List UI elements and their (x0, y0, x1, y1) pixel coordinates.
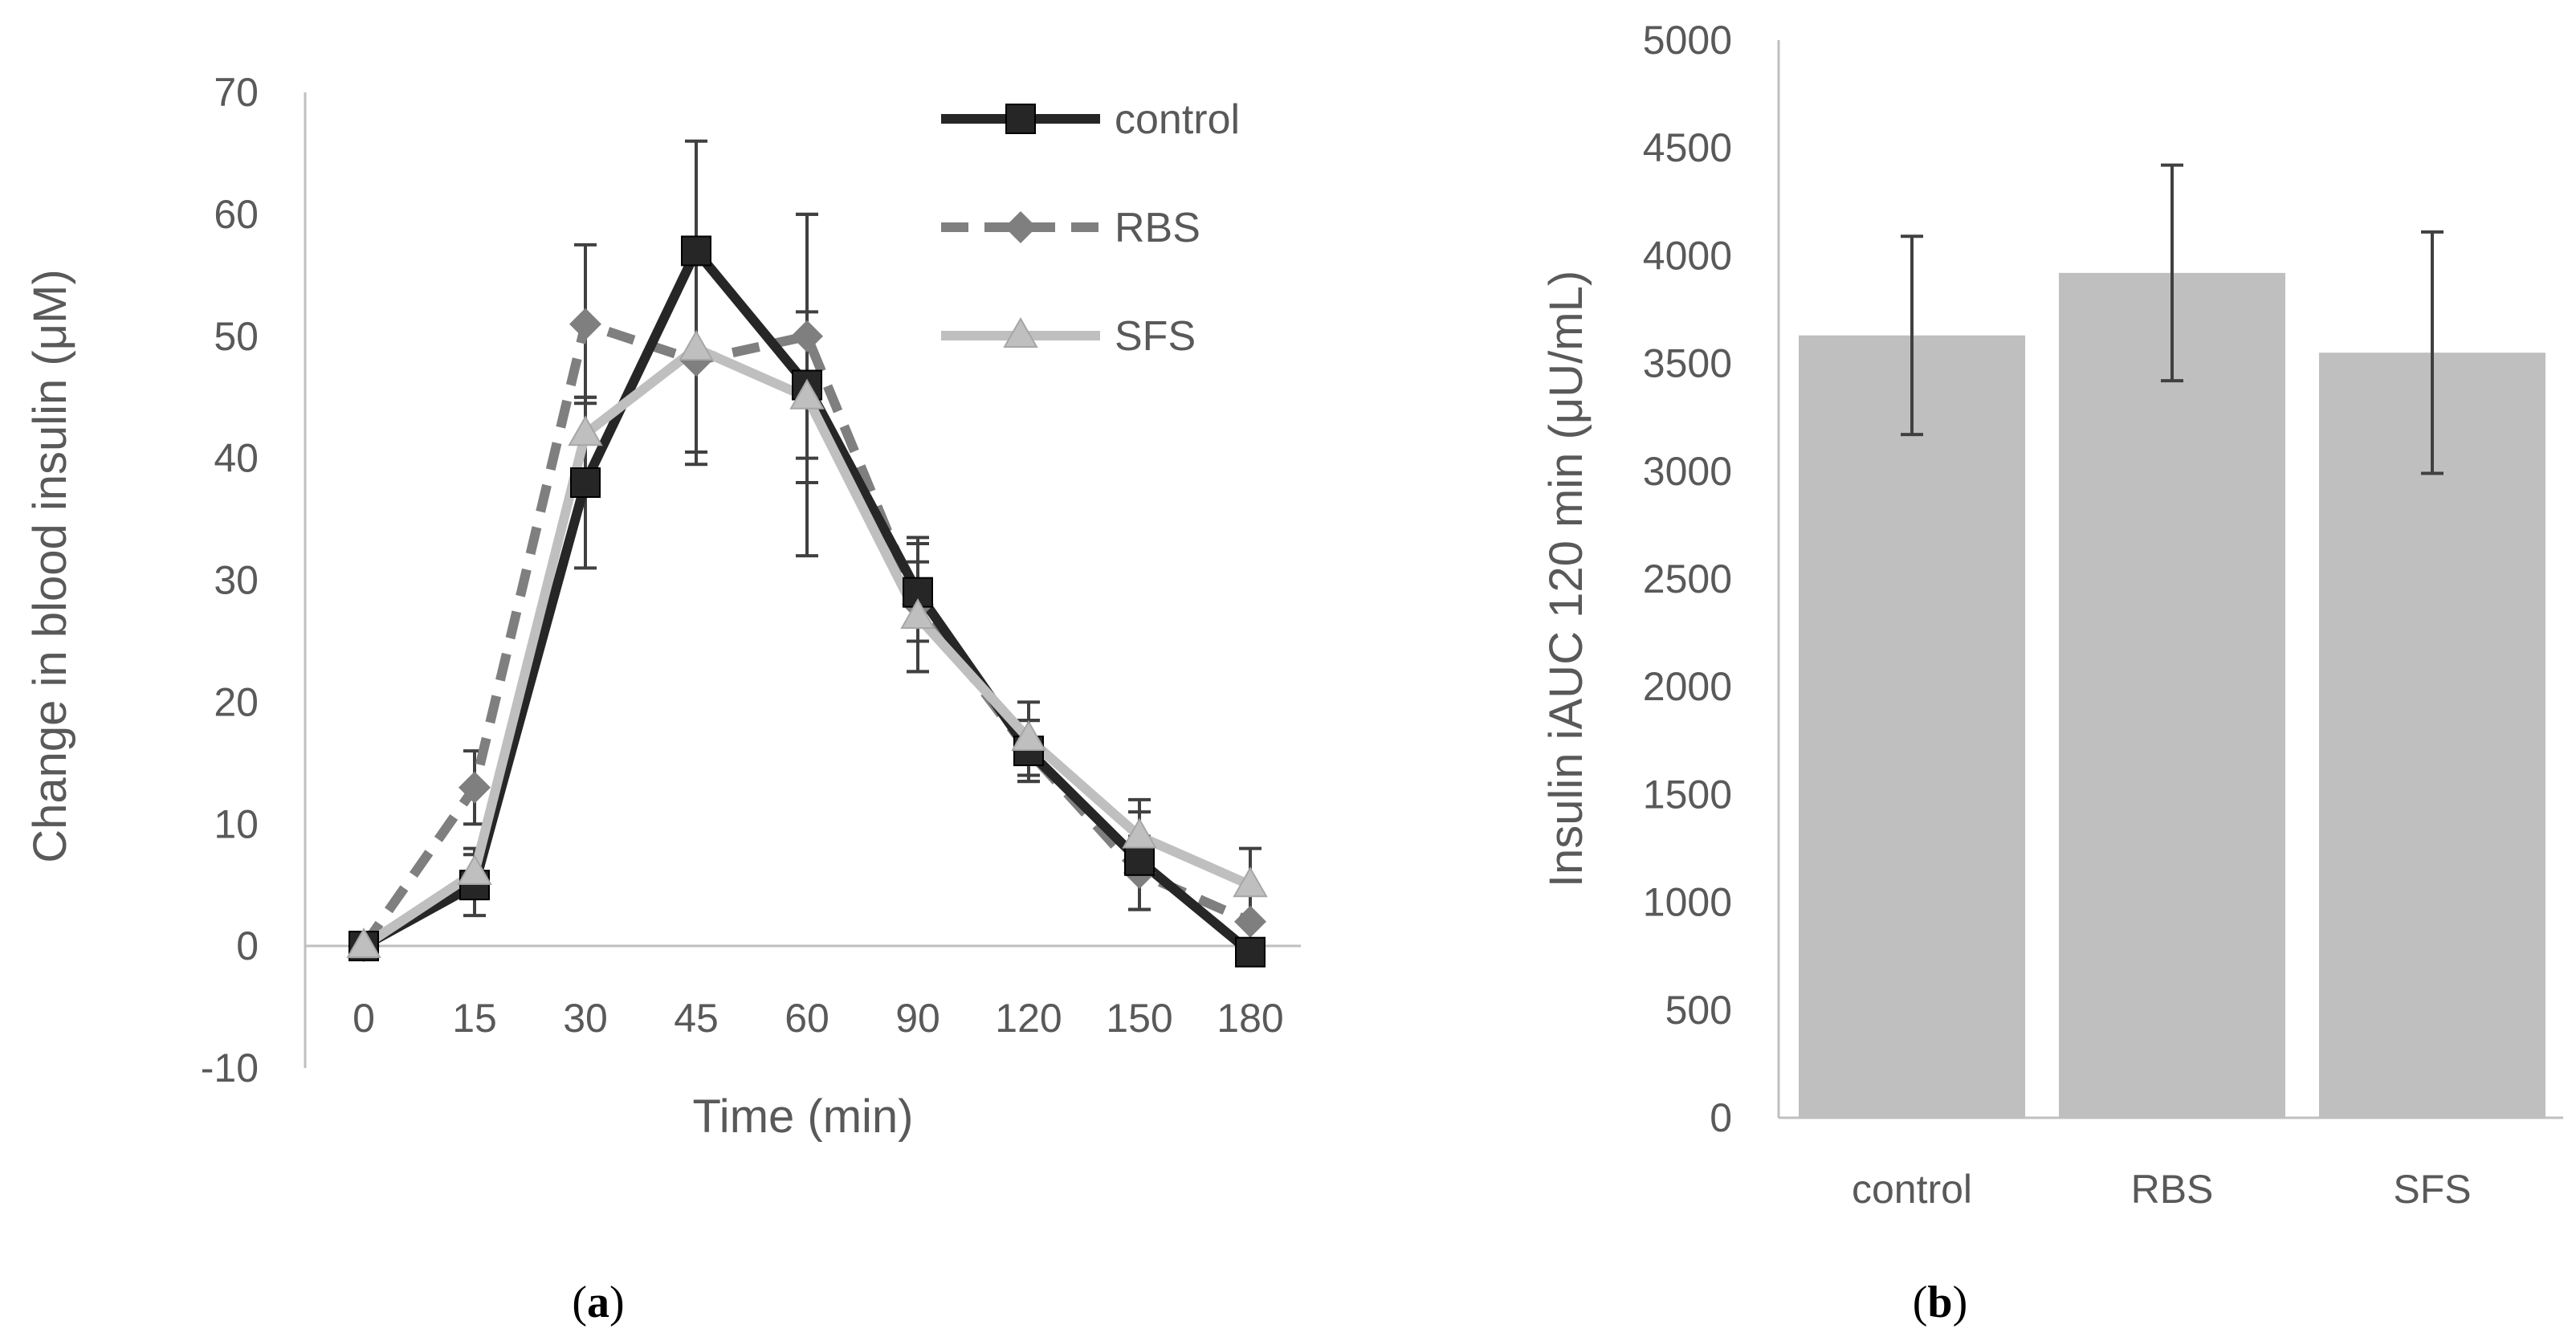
panel-label-b: (b) (1913, 1278, 1967, 1327)
series-line-RBS (360, 319, 1253, 949)
bar-control (1799, 335, 2025, 1118)
y-tick-label: 1000 (1643, 880, 1732, 925)
y-tick-label: 60 (214, 192, 259, 237)
y-axis-title: Change in blood insulin (μM) (24, 269, 76, 862)
y-tick-label: 3000 (1643, 449, 1732, 494)
data-point-RBS (459, 771, 491, 804)
data-point-control (1124, 845, 1155, 876)
data-point-SFS (679, 329, 714, 361)
data-point-SFS (1122, 817, 1157, 849)
panel-label-close: ) (609, 1278, 625, 1327)
bar-RBS (2059, 272, 2285, 1118)
legend-label: SFS (1115, 313, 1196, 360)
bar-SFS (2319, 353, 2545, 1118)
legend-item-RBS: RBS (941, 205, 1200, 251)
data-point-SFS (457, 854, 492, 885)
x-tick-label: RBS (2131, 1167, 2214, 1212)
y-tick-label: 4000 (1643, 233, 1732, 278)
y-axis-title: Insulin iAUC 120 min (μU/mL) (1540, 271, 1592, 887)
error-bar-SFS (2421, 230, 2444, 475)
x-tick-label: 30 (563, 996, 608, 1041)
y-tick-label: 70 (214, 70, 259, 115)
x-tick-label: 0 (353, 996, 375, 1041)
panel-label-open: ( (1913, 1278, 1928, 1327)
y-tick-label: 0 (236, 923, 259, 968)
legend-label: control (1115, 96, 1240, 143)
y-tick-label: 30 (214, 558, 259, 603)
y-tick-label: 2000 (1643, 664, 1732, 709)
y-tick-label: 0 (1710, 1095, 1732, 1140)
bars (1799, 272, 2545, 1118)
panel-label-a: (a) (572, 1278, 624, 1327)
panel-label-close: ) (1953, 1278, 1968, 1327)
x-axis-title: Time (min) (693, 1090, 914, 1143)
error-bar-RBS (2161, 163, 2183, 383)
legend-marker (1005, 211, 1037, 243)
data-point-SFS (1011, 719, 1046, 751)
y-tick-labels: -10 0 10 20 30 40 50 60 70 (201, 70, 259, 1090)
y-tick-label: -10 (201, 1045, 259, 1090)
data-point-SFS (789, 378, 825, 410)
panel-label-open: ( (572, 1278, 587, 1327)
x-tick-label: 15 (452, 996, 497, 1041)
bar-chart-panel: 0 500 1000 1500 2000 2500 3000 3500 4000 4500 5000… (1540, 18, 2563, 1327)
y-tick-label: 500 (1665, 988, 1732, 1033)
data-point-RBS (791, 320, 823, 353)
y-tick-label: 40 (214, 436, 259, 481)
legend: control RBS SFS (941, 96, 1240, 360)
data-point-control (1235, 936, 1266, 968)
data-point-control (570, 467, 601, 498)
x-tick-label: SFS (2393, 1167, 2471, 1212)
x-tick-label: 180 (1217, 996, 1283, 1041)
legend-item-control: control (941, 96, 1240, 143)
x-tick-label: 120 (995, 996, 1062, 1041)
x-tick-label: control (1852, 1167, 1972, 1212)
data-point-SFS (568, 415, 603, 446)
legend-marker (1005, 104, 1036, 134)
data-point-RBS (569, 308, 601, 340)
error-bar-control (1901, 234, 1923, 437)
x-tick-label: 45 (674, 996, 719, 1041)
x-tick-label: 60 (785, 996, 829, 1041)
y-tick-label: 20 (214, 679, 259, 724)
x-tick-labels: control RBS SFS (1852, 1167, 2472, 1212)
x-tick-label: 90 (895, 996, 940, 1041)
data-point-SFS (346, 927, 381, 959)
legend-item-SFS: SFS (941, 313, 1196, 360)
x-tick-labels: 0 15 30 45 60 90 120 150 180 (353, 996, 1284, 1041)
y-tick-label: 3500 (1643, 341, 1732, 386)
error-bars (1901, 163, 2444, 475)
y-tick-label: 2500 (1643, 556, 1732, 601)
legend-marker (1003, 316, 1038, 348)
error-bars (463, 139, 1262, 923)
panel-label-letter: a (587, 1278, 609, 1327)
data-point-control (681, 235, 711, 267)
data-point-SFS (900, 598, 935, 630)
data-point-SFS (1233, 866, 1268, 898)
y-tick-label: 4500 (1643, 125, 1732, 170)
y-tick-label: 10 (214, 801, 259, 846)
x-tick-label: 150 (1106, 996, 1172, 1041)
panel-label-letter: b (1927, 1278, 1952, 1327)
y-tick-label: 5000 (1643, 18, 1732, 63)
y-tick-labels: 0 500 1000 1500 2000 2500 3000 3500 4000 4500 5000 (1643, 18, 1732, 1140)
data-point-RBS (1234, 905, 1266, 938)
y-tick-label: 1500 (1643, 772, 1732, 817)
legend-label: RBS (1115, 205, 1200, 251)
series-markers (346, 235, 1268, 968)
y-tick-label: 50 (214, 314, 259, 359)
